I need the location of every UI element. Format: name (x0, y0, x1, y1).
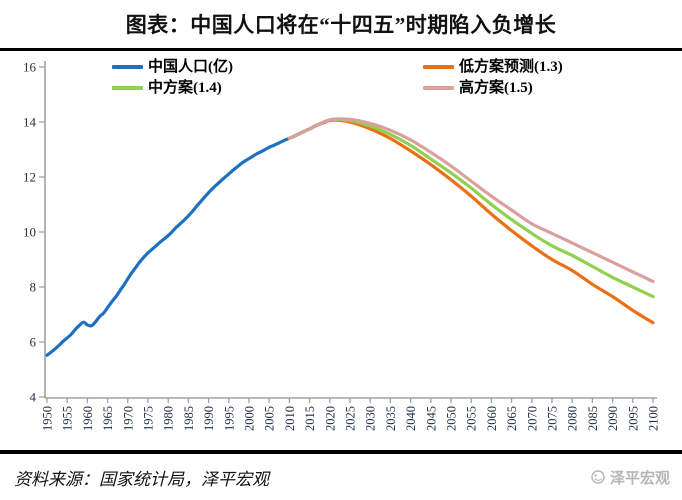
x-axis-label: 2065 (505, 406, 519, 431)
y-axis-label: 4 (30, 390, 37, 405)
x-axis-label: 1955 (61, 406, 75, 431)
series-line-3 (287, 117, 655, 284)
x-axis-label: 2090 (606, 406, 620, 431)
x-axis-label: 2075 (546, 406, 560, 431)
y-axis-label: 8 (30, 280, 37, 295)
x-axis-label: 1980 (162, 406, 176, 431)
x-axis-label: 2045 (424, 406, 438, 431)
x-axis-label: 1985 (182, 406, 196, 431)
y-axis-label: 14 (23, 115, 37, 130)
y-axis-label: 16 (23, 60, 37, 75)
x-axis-label: 1960 (81, 406, 95, 431)
x-axis-label: 2010 (283, 406, 297, 431)
x-axis-label: 1970 (121, 406, 135, 431)
watermark-text: 泽平宏观 (609, 469, 670, 487)
x-axis-label: 2040 (404, 406, 418, 431)
x-axis-label: 1965 (101, 406, 115, 431)
footer-divider-rule (0, 450, 682, 454)
title-divider-rule (0, 48, 682, 51)
x-axis-label: 2020 (323, 406, 337, 431)
x-axis-label: 1975 (142, 406, 156, 431)
x-axis-label: 2095 (626, 406, 640, 431)
y-axis-label: 10 (23, 225, 36, 240)
x-axis-label: 2100 (647, 406, 661, 431)
watermark: 泽平宏观 (590, 467, 670, 488)
source-note: 资料来源：国家统计局，泽平宏观 (14, 469, 269, 489)
x-axis-label: 2070 (525, 406, 539, 431)
x-axis-label: 2060 (485, 406, 499, 431)
chart-title: 图表：中国人口将在“十四五”时期陷入负增长 (125, 13, 557, 37)
x-axis-label: 2055 (465, 406, 479, 431)
x-axis-label: 2030 (364, 406, 378, 431)
x-axis-label: 2000 (243, 406, 257, 431)
x-axis-label: 1995 (222, 406, 236, 431)
x-axis-label: 2035 (384, 406, 398, 431)
x-axis-label: 2050 (445, 406, 459, 431)
x-axis-label: 2025 (344, 406, 358, 431)
footer: 资料来源：国家统计局，泽平宏观 泽平宏观 (0, 454, 682, 500)
watermark-face-icon (591, 470, 605, 484)
series-line-0 (45, 120, 328, 357)
x-axis-label: 2080 (566, 406, 580, 431)
y-axis-label: 12 (23, 170, 36, 185)
x-axis-label: 1990 (202, 406, 216, 431)
chart-area: 4 6 8 10 12 14 16 1950 1955 1960 1965 1970 1975 1980 1… (0, 51, 682, 450)
x-axis-label: 1950 (41, 406, 55, 431)
x-axis-label: 2015 (303, 406, 317, 431)
x-axis-label: 2085 (586, 406, 600, 431)
population-line-chart: 4 6 8 10 12 14 16 1950 1955 1960 1965 1970 1975 1980 1… (23, 60, 661, 432)
y-axis-label: 6 (30, 335, 37, 350)
series-line-2 (287, 117, 655, 299)
x-axis-label: 2005 (263, 406, 277, 431)
series-line-1 (287, 118, 655, 325)
